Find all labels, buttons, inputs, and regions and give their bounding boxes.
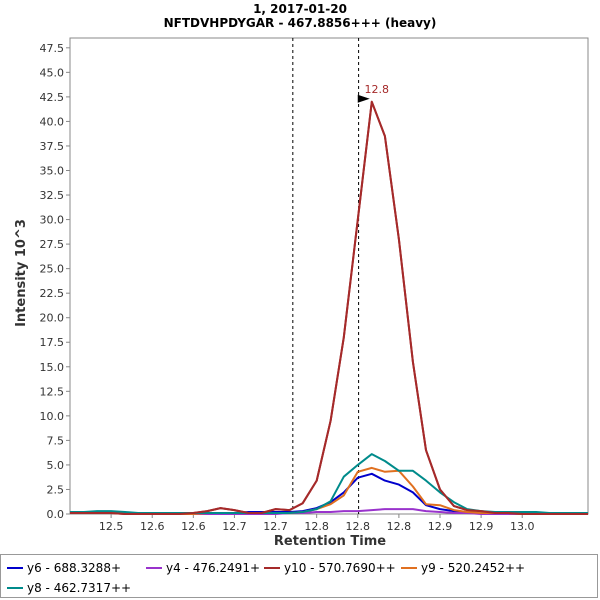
y-tick-label: 7.5 [47, 434, 65, 447]
peak-boundaries [292, 38, 360, 514]
x-tick-label: 12.9 [428, 520, 453, 533]
series-line-y10-top [70, 100, 588, 515]
legend-label: y6 - 688.3288+ [27, 561, 122, 575]
peak-label: 12.8 [365, 83, 390, 96]
legend-item: y10 - 570.7690++ [264, 561, 396, 575]
y-tick-label: 45.0 [40, 66, 65, 79]
y-tick-label: 17.5 [40, 336, 65, 349]
legend-item: y4 - 476.2491+ [146, 561, 260, 575]
y-tick-label: 30.0 [40, 214, 65, 227]
legend-swatch [7, 587, 23, 589]
legend-label: y8 - 462.7317++ [27, 581, 132, 595]
legend-swatch [264, 567, 280, 569]
x-tick-label: 12.6 [140, 520, 165, 533]
legend-swatch [401, 567, 417, 569]
x-tick-label: 12.6 [181, 520, 206, 533]
series-lines [70, 100, 588, 515]
x-axis: 12.5 12.6 12.6 12.7 12.7 12.8 12.8 12.8 12.9 12.9… [99, 514, 535, 533]
y-tick-label: 15.0 [40, 361, 65, 374]
plot-area [69, 37, 589, 515]
y-tick-label: 10.0 [40, 410, 65, 423]
legend-item: y6 - 688.3288+ [7, 561, 121, 575]
x-tick-label: 13.0 [510, 520, 535, 533]
y-tick-label: 22.5 [40, 287, 65, 300]
y-tick-label: 40.0 [40, 115, 65, 128]
y-axis: 0.0 2.5 5.0 7.5 10.0 12.5 15.0 17.5 20.0 22.5 25.0… [40, 42, 70, 521]
y-tick-label: 12.5 [40, 385, 65, 398]
y-tick-label: 35.0 [40, 164, 65, 177]
x-tick-label: 12.7 [222, 520, 247, 533]
y-tick-label: 25.0 [40, 263, 65, 276]
legend-item: y8 - 462.7317++ [7, 581, 131, 595]
y-axis-label: Intensity 10^3 [14, 219, 29, 327]
legend-item: y9 - 520.2452++ [401, 561, 525, 575]
legend-label: y9 - 520.2452++ [421, 561, 526, 575]
y-tick-label: 20.0 [40, 312, 65, 325]
x-tick-label: 12.9 [469, 520, 494, 533]
peak-annotation: 12.8 [357, 83, 390, 103]
legend-swatch [146, 567, 162, 569]
legend-label: y10 - 570.7690++ [284, 561, 396, 575]
y-tick-label: 0.0 [47, 508, 65, 521]
y-tick-label: 27.5 [40, 238, 65, 251]
y-tick-label: 42.5 [40, 91, 65, 104]
x-tick-label: 12.8 [304, 520, 329, 533]
x-tick-label: 12.8 [387, 520, 412, 533]
x-axis-label: Retention Time [274, 534, 386, 549]
y-tick-label: 37.5 [40, 140, 65, 153]
x-tick-label: 12.8 [346, 520, 371, 533]
y-tick-label: 32.5 [40, 189, 65, 202]
chart-title: 1, 2017-01-20 [253, 2, 347, 16]
legend: y6 - 688.3288+ y4 - 476.2491+ y10 - 570.76… [0, 554, 598, 598]
y-tick-label: 2.5 [47, 483, 65, 496]
chart-subtitle: NFTDVHPDYGAR - 467.8856+++ (heavy) [164, 16, 437, 30]
legend-swatch [7, 567, 23, 569]
chromatogram-chart: 1, 2017-01-20 NFTDVHPDYGAR - 467.8856+++… [14, 2, 589, 549]
y-tick-label: 5.0 [47, 459, 65, 472]
legend-label: y4 - 476.2491+ [166, 561, 261, 575]
x-tick-label: 12.7 [263, 520, 288, 533]
peak-arrow [357, 94, 370, 103]
y-tick-label: 47.5 [40, 42, 65, 55]
x-tick-label: 12.5 [99, 520, 124, 533]
